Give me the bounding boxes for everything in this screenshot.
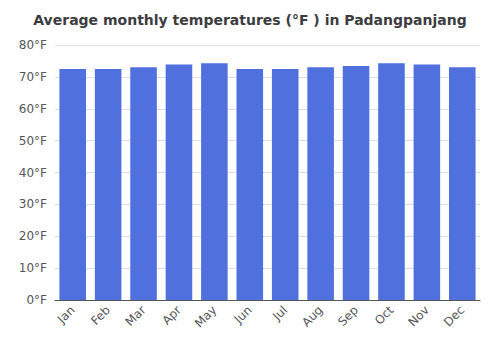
svg-text:Apr: Apr [159,303,184,328]
svg-text:70°F: 70°F [19,70,47,84]
svg-text:Dec: Dec [441,303,467,329]
svg-text:30°F: 30°F [19,197,47,211]
svg-text:Feb: Feb [88,303,113,328]
svg-text:60°F: 60°F [19,102,47,116]
svg-text:Oct: Oct [372,303,397,328]
svg-text:40°F: 40°F [19,166,47,180]
svg-text:10°F: 10°F [19,261,47,275]
svg-text:80°F: 80°F [19,38,47,52]
svg-text:50°F: 50°F [19,134,47,148]
svg-text:Nov: Nov [405,303,431,329]
svg-text:Aug: Aug [299,303,325,329]
svg-text:0°F: 0°F [26,293,47,307]
svg-text:Mar: Mar [123,303,149,329]
svg-text:Average monthly temperatures (: Average monthly temperatures (°F ) in Pa… [33,12,466,28]
svg-text:Jul: Jul [269,303,290,324]
svg-text:Jan: Jan [54,303,78,327]
svg-text:Jun: Jun [231,303,255,327]
svg-text:May: May [192,303,219,330]
svg-text:20°F: 20°F [19,229,47,243]
svg-text:Sep: Sep [335,303,361,329]
